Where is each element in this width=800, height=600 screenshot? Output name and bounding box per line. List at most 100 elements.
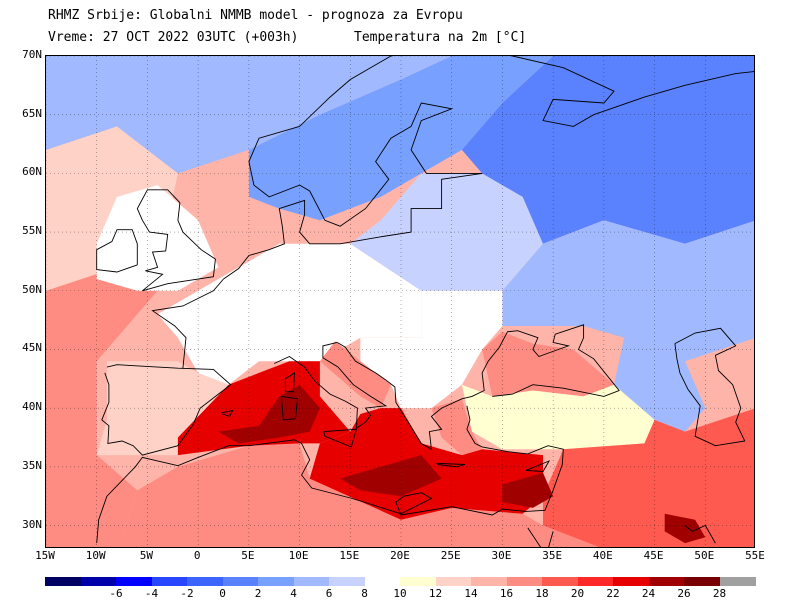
colorbar-tick-label: 8 bbox=[361, 587, 368, 600]
colorbar-swatch bbox=[435, 577, 472, 586]
lon-tick-label: 40E bbox=[592, 549, 613, 562]
colorbar-tick-label: -2 bbox=[180, 587, 194, 600]
temp-region-middle-east bbox=[543, 408, 754, 547]
coastline-caspian-coast bbox=[674, 327, 746, 447]
lat-tick-label: 55N bbox=[22, 224, 42, 238]
temp-region-north-africa bbox=[117, 443, 599, 547]
coastline-north-sea-coast bbox=[223, 172, 483, 280]
temp-region-gulf-warm bbox=[664, 513, 706, 544]
lon-tick-label: 55E bbox=[745, 549, 765, 562]
temp-region-adriatic bbox=[319, 341, 391, 409]
coastline-britain-coast bbox=[136, 189, 216, 292]
lon-tick-label: 35E bbox=[542, 549, 563, 562]
colorbar-swatch bbox=[116, 577, 152, 586]
coastline-balearic bbox=[221, 409, 234, 417]
colorbar-tick-label: 14 bbox=[464, 587, 478, 600]
colorbar-tick-label: 20 bbox=[570, 587, 585, 600]
coastline-sardinia bbox=[280, 395, 298, 421]
colorbar-tick-label: 16 bbox=[499, 587, 514, 600]
lat-tick-label: 30N bbox=[22, 517, 42, 531]
temp-region-anatolia bbox=[461, 384, 655, 450]
colorbar-swatch bbox=[471, 577, 507, 586]
colorbar-swatch bbox=[400, 577, 436, 586]
coastline-balkan-coast bbox=[336, 324, 620, 451]
colorbar-swatch bbox=[222, 577, 259, 586]
colorbar-tick-label: 28 bbox=[712, 587, 727, 600]
colorbar bbox=[45, 577, 756, 586]
temp-region-scandinavia bbox=[248, 56, 554, 221]
colorbar-tick-label: 18 bbox=[535, 587, 549, 600]
colorbar-tick-label: 24 bbox=[641, 587, 656, 600]
colorbar-tick-label: 10 bbox=[393, 587, 407, 600]
colorbar-tick-label: 12 bbox=[428, 587, 443, 600]
coastline-corsica bbox=[284, 372, 295, 393]
lon-tick-label: 25E bbox=[440, 549, 461, 562]
temp-region-aegean bbox=[431, 398, 483, 456]
colorbar-tick-label: 26 bbox=[677, 587, 691, 600]
temp-region-atlantic-south bbox=[46, 267, 158, 547]
variable-label: Temperatura na 2m [°C] bbox=[354, 30, 527, 45]
coastline-cyprus bbox=[525, 460, 551, 472]
colorbar-tick-label: 22 bbox=[606, 587, 620, 600]
colorbar-swatch bbox=[577, 577, 614, 586]
temp-region-ukraine-south-russia bbox=[502, 220, 754, 362]
lon-tick-label: 0 bbox=[193, 549, 201, 562]
colorbar-swatch bbox=[151, 577, 188, 586]
lat-tick-label: 35N bbox=[22, 458, 42, 472]
colorbar-swatch bbox=[542, 577, 578, 586]
colorbar-swatch bbox=[684, 577, 720, 586]
lon-tick-label: 50E bbox=[694, 549, 715, 562]
colorbar-swatch bbox=[719, 577, 756, 586]
colorbar-swatch bbox=[80, 577, 117, 586]
colorbar-swatch bbox=[613, 577, 649, 586]
coastline-gulf-coast bbox=[684, 524, 716, 544]
temp-region-black-sea bbox=[482, 331, 614, 397]
lon-tick-label: 30E bbox=[491, 549, 512, 562]
colorbar-swatch bbox=[293, 577, 330, 586]
colorbar-tick-label: -6 bbox=[109, 587, 123, 600]
colorbar-swatch bbox=[329, 577, 365, 586]
temp-region-levantine-core bbox=[502, 472, 554, 508]
temp-region-british-isles bbox=[96, 185, 219, 291]
lat-tick-label: 60N bbox=[22, 165, 42, 179]
colorbar-swatch bbox=[506, 577, 543, 586]
map-canvas bbox=[46, 56, 754, 547]
temp-region-tyrrhenian-core bbox=[218, 384, 320, 444]
lat-tick-label: 40N bbox=[22, 400, 42, 414]
colorbar-swatch bbox=[648, 577, 685, 586]
coastline-red-sea-coast bbox=[527, 527, 554, 547]
colorbar-tick-label: 4 bbox=[290, 587, 297, 600]
temperature-map bbox=[45, 55, 755, 548]
lon-tick-label: 15W bbox=[35, 549, 55, 562]
lon-tick-label: 10E bbox=[288, 549, 309, 562]
lon-tick-label: 10W bbox=[85, 549, 106, 562]
coastline-anatolia-coast bbox=[96, 405, 564, 544]
colorbar-swatch bbox=[45, 577, 81, 586]
colorbar-tick-label: 2 bbox=[254, 587, 262, 600]
coastline-italy-coast bbox=[274, 341, 388, 429]
lat-tick-label: 50N bbox=[22, 282, 42, 296]
lat-tick-label: 70N bbox=[22, 48, 42, 61]
colorbar-swatch bbox=[364, 577, 401, 586]
colorbar-swatch bbox=[187, 577, 223, 586]
coastline-sicily bbox=[323, 428, 358, 448]
coastline-iberia-coast bbox=[101, 364, 232, 456]
lon-tick-label: 5E bbox=[241, 549, 255, 562]
lat-tick-label: 65N bbox=[22, 106, 42, 120]
lon-tick-label: 5W bbox=[139, 549, 154, 562]
lat-tick-label: 45N bbox=[22, 341, 42, 355]
colorbar-swatch bbox=[258, 577, 294, 586]
coastline-crete bbox=[436, 462, 466, 468]
valid-time-label: Vreme: 27 OCT 2022 03UTC (+003h) bbox=[48, 30, 299, 45]
map-subtitle: Vreme: 27 OCT 2022 03UTC (+003h) Tempera… bbox=[48, 30, 526, 78]
lon-tick-label: 15E bbox=[339, 549, 360, 562]
coastline-ireland-coast bbox=[96, 229, 138, 273]
coastline-france-coast bbox=[151, 278, 224, 369]
temp-region-russia-north bbox=[461, 56, 754, 244]
colorbar-tick-label: 6 bbox=[325, 587, 333, 600]
temp-region-ionian-core bbox=[340, 455, 442, 497]
map-title: RHMZ Srbije: Globalni NMMB model - progn… bbox=[48, 8, 463, 23]
colorbar-tick-label: 0 bbox=[219, 587, 226, 600]
lon-tick-label: 45E bbox=[643, 549, 664, 562]
temp-region-balkans bbox=[360, 290, 503, 409]
